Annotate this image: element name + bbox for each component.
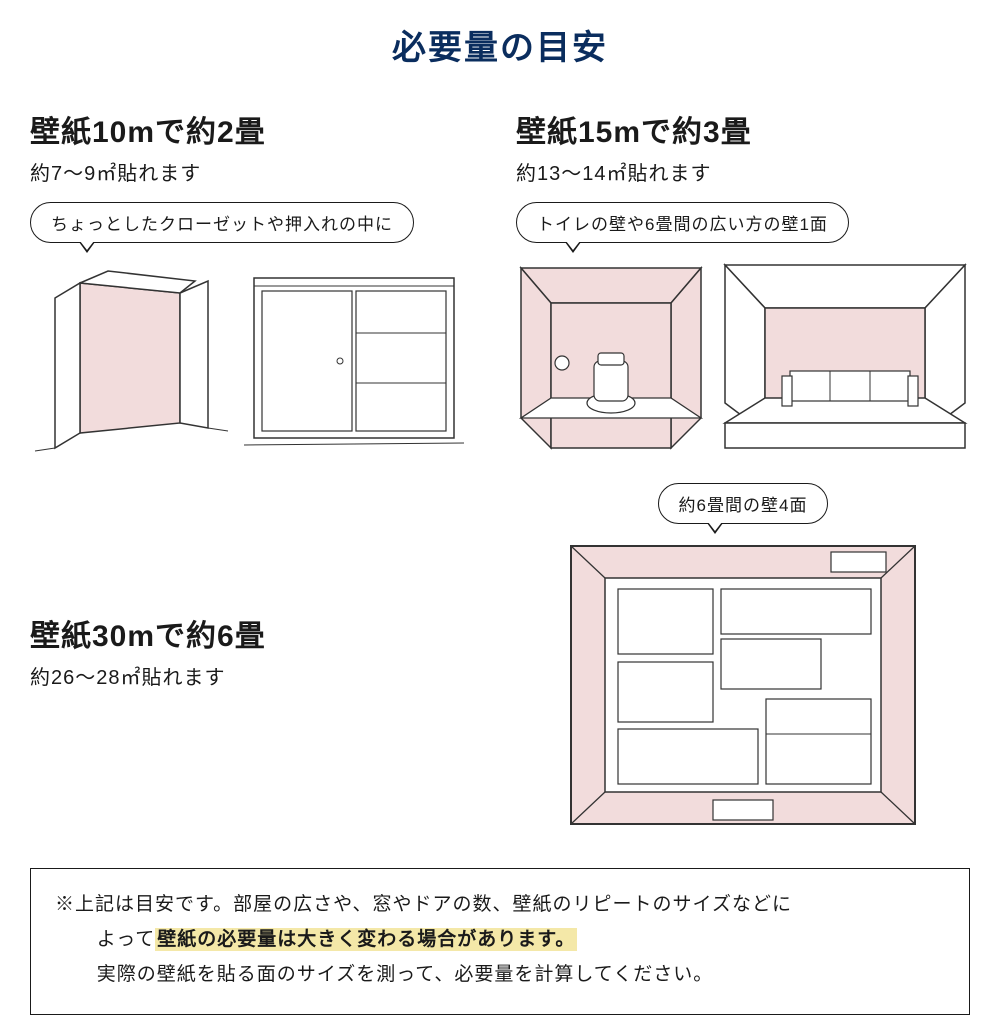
section-10m: 壁紙10mで約2畳 約7～9㎡貼れます ちょっとしたクローゼットや押入れの中に [30, 107, 466, 453]
section-heading: 壁紙15mで約3畳 [516, 107, 970, 151]
section-subtitle: 約26～28㎡貼れます [30, 661, 466, 690]
note-highlight: 壁紙の必要量は大きく変わる場合があります。 [155, 928, 577, 951]
page-title: 必要量の目安 [30, 20, 970, 69]
section-heading: 壁紙30mで約6畳 [30, 611, 466, 655]
note-box: ※上記は目安です。部屋の広さや、窓やドアの数、壁紙のリピートのサイズなどに よっ… [30, 868, 970, 1015]
room-one-wall-icon [720, 253, 970, 453]
section-subtitle: 約7～9㎡貼れます [30, 157, 466, 186]
guide-grid: 壁紙10mで約2畳 約7～9㎡貼れます ちょっとしたクローゼットや押入れの中に [30, 107, 970, 834]
toilet-room-icon [516, 253, 706, 453]
closet-sliding-icon [244, 253, 464, 453]
section-subtitle: 約13～14㎡貼れます [516, 157, 970, 186]
section-heading: 壁紙10mで約2畳 [30, 107, 466, 151]
section-30m-illustration: 約6畳間の壁4面 [516, 483, 970, 834]
room-four-walls-icon [563, 534, 923, 834]
illustration-row [30, 253, 466, 453]
speech-bubble: トイレの壁や6畳間の広い方の壁1面 [516, 202, 849, 243]
speech-bubble: 約6畳間の壁4面 [658, 483, 829, 524]
note-line2-prefix: よって [97, 929, 155, 950]
section-15m: 壁紙15mで約3畳 約13～14㎡貼れます トイレの壁や6畳間の広い方の壁1面 [516, 107, 970, 453]
closet-open-icon [30, 253, 230, 453]
section-30m: 壁紙30mで約6畳 約26～28㎡貼れます [30, 611, 466, 706]
note-line1: ※上記は目安です。部屋の広さや、窓やドアの数、壁紙のリピートのサイズなどに [55, 894, 792, 915]
speech-bubble: ちょっとしたクローゼットや押入れの中に [30, 202, 414, 243]
illustration-row [516, 253, 970, 453]
note-line3: 実際の壁紙を貼る面のサイズを測って、必要量を計算してください。 [55, 957, 945, 992]
